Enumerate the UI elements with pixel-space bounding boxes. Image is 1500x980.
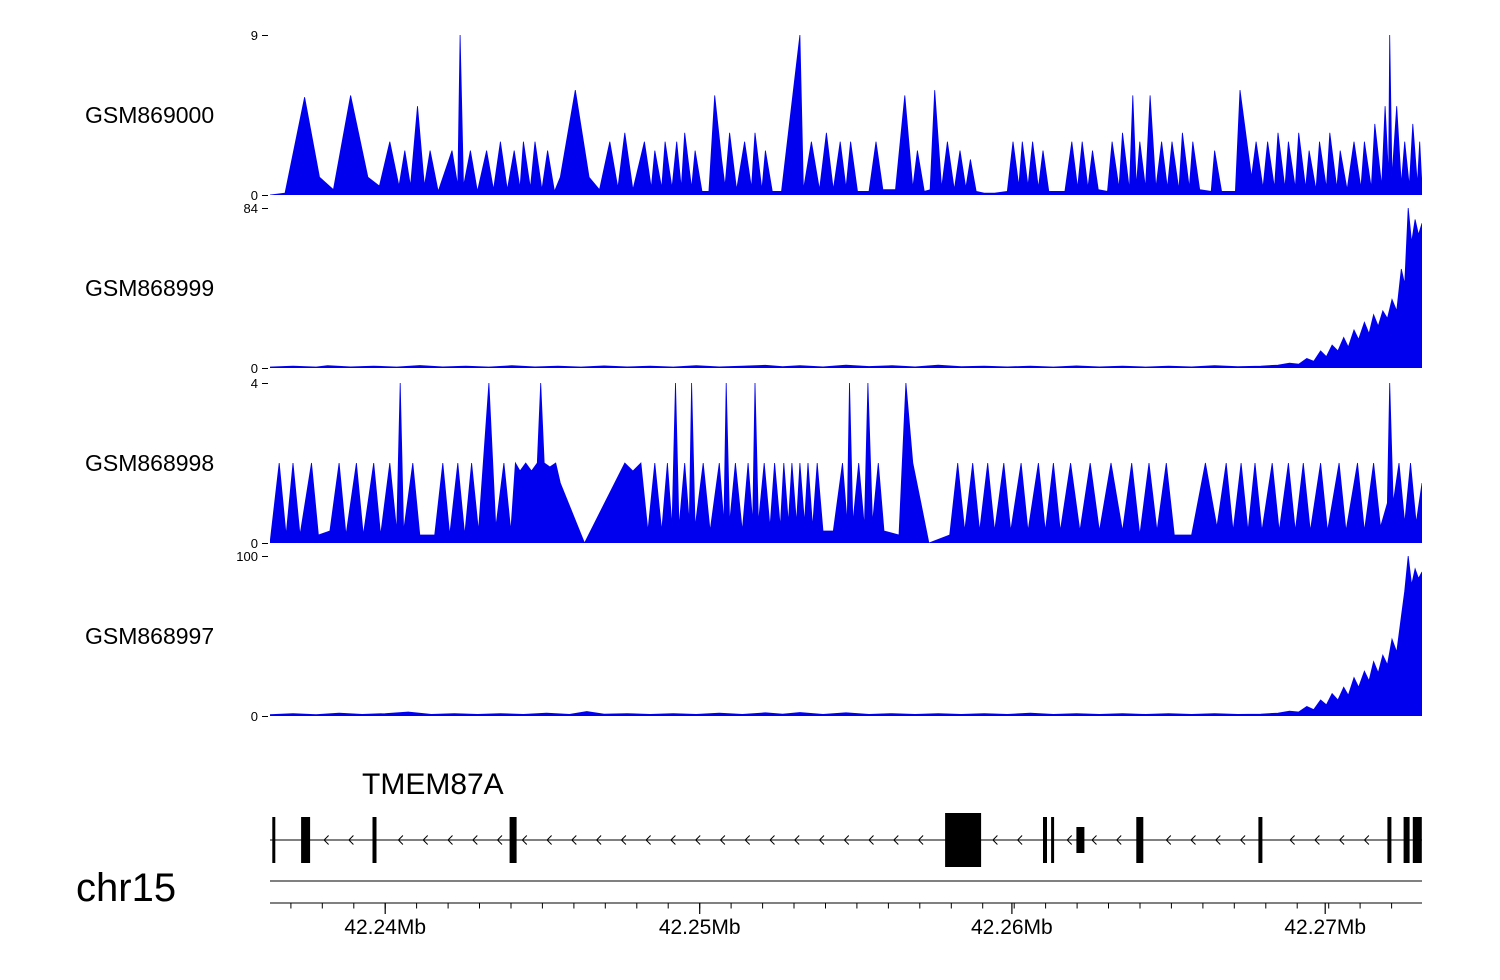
track-label-gsm869000: GSM869000 — [85, 102, 215, 128]
y-zero-label-track4: 0 — [250, 709, 258, 724]
axis-tick-label: 42.25Mb — [658, 916, 741, 939]
y-max-label-track1: 9 — [250, 28, 258, 43]
y-axis-tick — [262, 556, 268, 557]
genome-axis-plot — [270, 880, 1422, 914]
chromosome-label: chr15 — [76, 866, 177, 910]
y-axis-tick — [262, 716, 268, 717]
y-axis-tick — [262, 35, 268, 36]
y-axis-tick — [262, 195, 268, 196]
y-max-label-track4: 100 — [236, 549, 258, 564]
y-axis-tick — [262, 543, 268, 544]
coverage-plot-1 — [270, 35, 1422, 195]
y-max-label-track3: 4 — [250, 376, 258, 391]
y-zero-label-track3: 0 — [250, 536, 258, 551]
y-max-label-track2: 84 — [243, 201, 258, 216]
track-label-gsm868998: GSM868998 — [85, 450, 215, 476]
y-zero-label-track2: 0 — [250, 361, 258, 376]
coverage-plot-2 — [270, 208, 1422, 368]
axis-tick-label: 42.24Mb — [344, 916, 427, 939]
axis-tick-label: 42.26Mb — [971, 916, 1053, 939]
gene-name-label: TMEM87A — [362, 768, 504, 801]
track-label-gsm868997: GSM868997 — [85, 623, 215, 649]
axis-tick-label: 42.27Mb — [1284, 916, 1367, 939]
coverage-plot-4 — [270, 556, 1422, 716]
gene-track-plot — [270, 813, 1422, 867]
y-axis-tick — [262, 383, 268, 384]
track-label-gsm868999: GSM868999 — [85, 275, 215, 301]
y-axis-tick — [262, 208, 268, 209]
coverage-plot-3 — [270, 383, 1422, 543]
y-axis-tick — [262, 368, 268, 369]
y-zero-label-track1: 0 — [250, 188, 258, 203]
